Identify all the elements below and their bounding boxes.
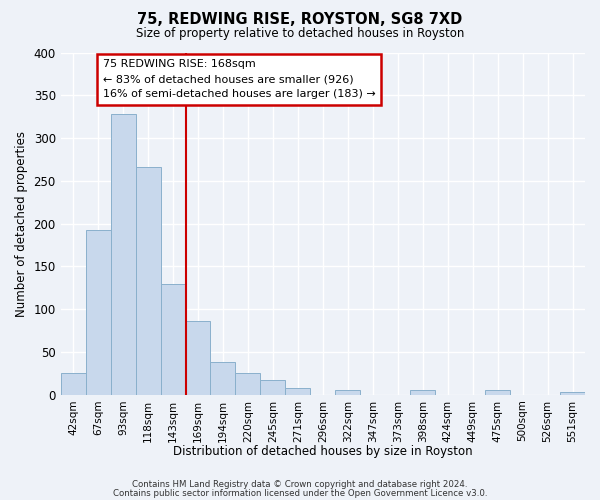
- Bar: [286, 388, 310, 394]
- Bar: [211, 362, 235, 394]
- Bar: [185, 321, 211, 394]
- X-axis label: Distribution of detached houses by size in Royston: Distribution of detached houses by size …: [173, 444, 473, 458]
- Bar: [161, 284, 185, 395]
- Bar: [110, 114, 136, 394]
- Bar: [560, 392, 585, 394]
- Text: 75 REDWING RISE: 168sqm
← 83% of detached houses are smaller (926)
16% of semi-d: 75 REDWING RISE: 168sqm ← 83% of detache…: [103, 60, 376, 99]
- Y-axis label: Number of detached properties: Number of detached properties: [15, 130, 28, 316]
- Text: 75, REDWING RISE, ROYSTON, SG8 7XD: 75, REDWING RISE, ROYSTON, SG8 7XD: [137, 12, 463, 28]
- Text: Contains public sector information licensed under the Open Government Licence v3: Contains public sector information licen…: [113, 488, 487, 498]
- Bar: [485, 390, 510, 394]
- Bar: [335, 390, 360, 394]
- Bar: [61, 374, 86, 394]
- Text: Size of property relative to detached houses in Royston: Size of property relative to detached ho…: [136, 28, 464, 40]
- Bar: [410, 390, 435, 394]
- Bar: [235, 374, 260, 394]
- Bar: [136, 167, 161, 394]
- Bar: [86, 230, 110, 394]
- Bar: [260, 380, 286, 394]
- Text: Contains HM Land Registry data © Crown copyright and database right 2024.: Contains HM Land Registry data © Crown c…: [132, 480, 468, 489]
